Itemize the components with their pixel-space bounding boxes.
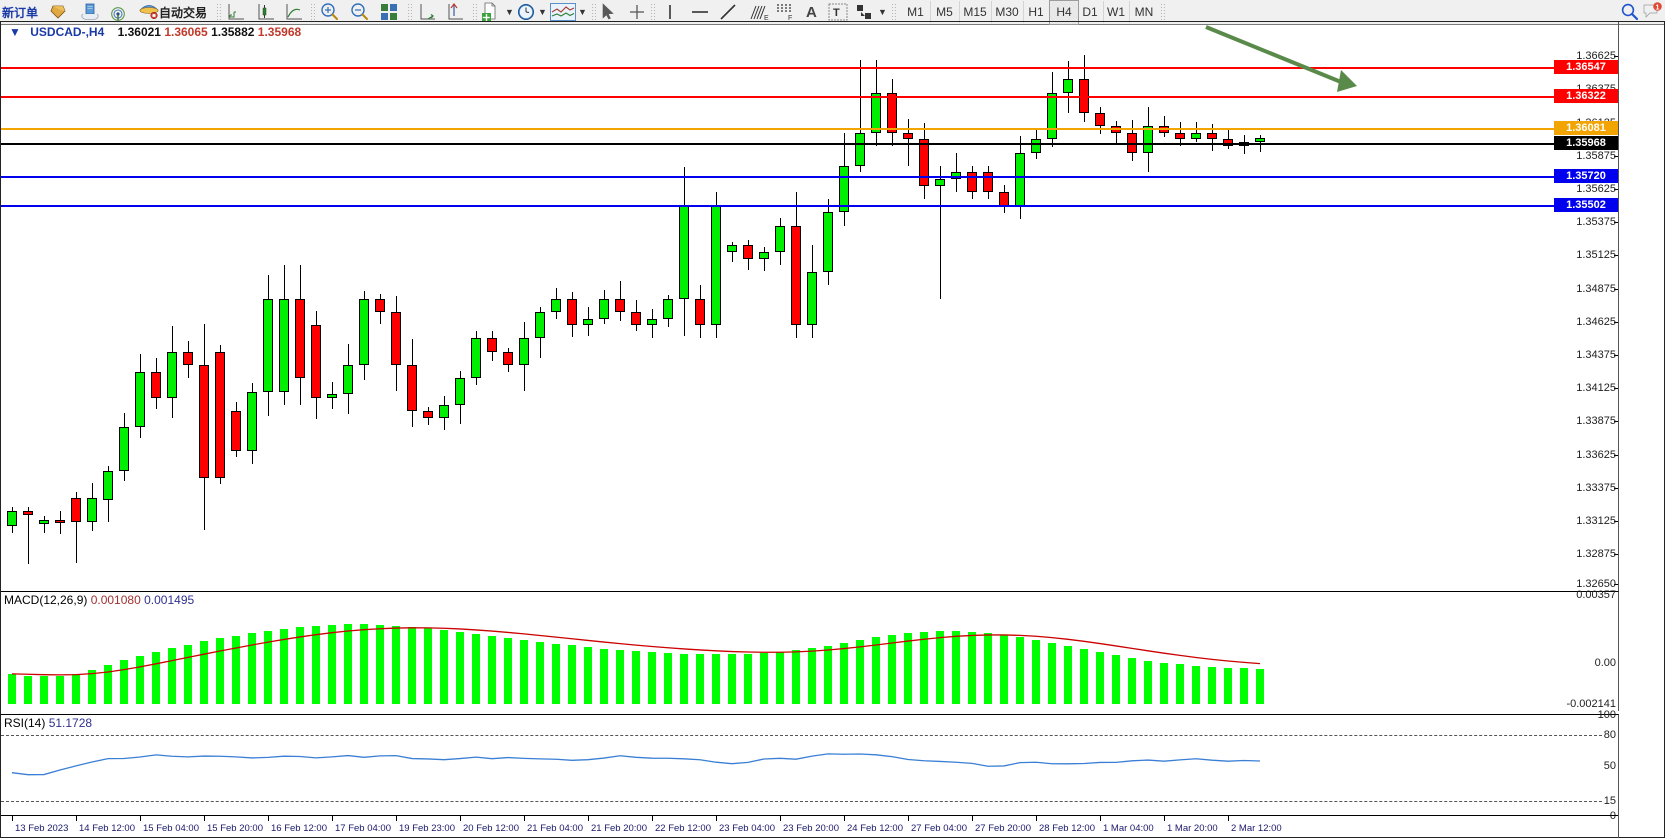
svg-text:1: 1 [1656, 4, 1660, 11]
svg-text:T: T [833, 7, 840, 19]
